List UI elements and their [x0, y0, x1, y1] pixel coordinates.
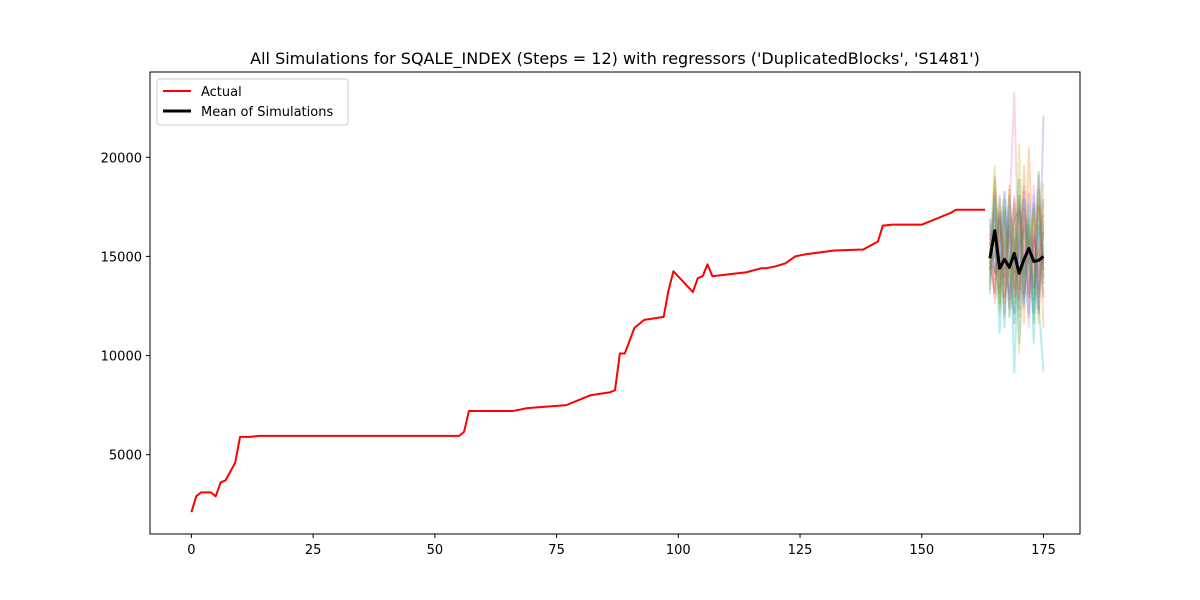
- x-tick-label: 0: [187, 543, 195, 558]
- x-tick-label: 150: [909, 543, 934, 558]
- simulation-line: [988, 204, 1045, 295]
- y-tick-label: 15000: [101, 250, 142, 265]
- simulation-line: [988, 147, 1045, 328]
- legend: Actual Mean of Simulations: [156, 78, 349, 126]
- simulation-line: [988, 188, 1045, 315]
- simulation-line: [988, 91, 1045, 318]
- chart-title: All Simulations for SQALE_INDEX (Steps =…: [250, 49, 980, 69]
- simulation-line: [988, 165, 1045, 354]
- y-axis: 5000 10000 15000 20000: [101, 151, 150, 464]
- simulation-line: [988, 198, 1045, 299]
- mean-of-simulations-line: [988, 229, 1045, 275]
- simulation-line: [988, 198, 1045, 374]
- simulation-line: [988, 143, 1045, 324]
- y-tick-label: 10000: [101, 350, 142, 365]
- simulation-line: [988, 190, 1045, 324]
- actual-series-line: [190, 208, 986, 513]
- x-tick-label: 75: [548, 543, 565, 558]
- y-tick-label: 5000: [109, 449, 142, 464]
- series-lines: [190, 208, 1045, 513]
- legend-label-mean: Mean of Simulations: [201, 105, 333, 120]
- simulation-line: [989, 198, 1045, 314]
- plot-frame: [149, 71, 1081, 535]
- x-tick-label: 100: [666, 543, 691, 558]
- simulation-line: [988, 204, 1045, 299]
- legend-label-actual: Actual: [201, 85, 242, 100]
- y-tick-label: 20000: [101, 151, 142, 166]
- simulation-line: [988, 165, 1045, 305]
- simulation-line: [989, 171, 1045, 324]
- simulation-line: [988, 184, 1045, 328]
- axes: 0 25 50 75 100 125 150 175 5000 10000 15000 20000: [101, 71, 1081, 558]
- x-tick-label: 175: [1031, 543, 1056, 558]
- x-tick-label: 125: [788, 543, 813, 558]
- legend-box: [156, 78, 349, 126]
- x-tick-label: 50: [427, 543, 444, 558]
- x-tick-label: 25: [305, 543, 322, 558]
- x-axis: 0 25 50 75 100 125 150 175: [187, 534, 1056, 558]
- simulation-line: [988, 194, 1045, 372]
